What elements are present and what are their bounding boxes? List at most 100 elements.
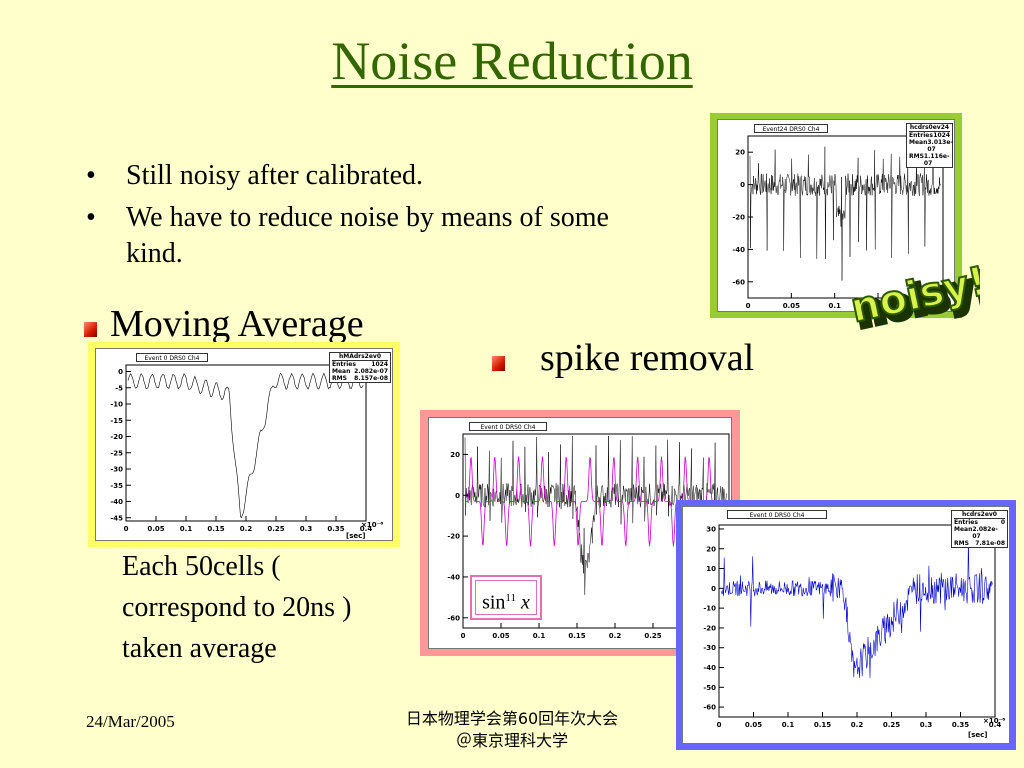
y-tick-label: -15 bbox=[110, 417, 123, 425]
formula-exp: 11 bbox=[505, 592, 517, 604]
x-tick-label: 0.25 bbox=[644, 632, 661, 640]
x-tick-label: 0.1 bbox=[828, 302, 841, 310]
moving-average-trace bbox=[127, 372, 364, 519]
x-tick-label: 0.05 bbox=[492, 632, 509, 640]
y-tick-label: 0 bbox=[118, 368, 123, 376]
y-tick-label: -20 bbox=[110, 433, 123, 441]
x-tick-label: 0 bbox=[717, 721, 722, 729]
x-tick-label: 0.1 bbox=[180, 525, 193, 533]
stats-key: Entries bbox=[954, 519, 978, 526]
y-tick-label: -40 bbox=[703, 664, 716, 672]
spike-removed-trace bbox=[720, 536, 993, 678]
plot-frame-spike-removed: 30 20 10 0 -10 -20 -30 -40 -50 -60 0 0.05 0.1 0.15 0.2… bbox=[676, 500, 1016, 750]
y-tick-label: -40 bbox=[732, 246, 745, 254]
stats-key: RMS bbox=[954, 540, 969, 547]
x-tick-label: 0.4 bbox=[360, 525, 373, 533]
plot-noisy: 20 0 -20 -40 -60 0 0.05 0.1 0.15 0.2 Event24 DRS0… bbox=[717, 119, 955, 312]
y-tick-label: -60 bbox=[732, 278, 745, 286]
plot-spike-removed: 30 20 10 0 -10 -20 -30 -40 -50 -60 0 0.05 0.1 0.15 0.2… bbox=[682, 506, 1010, 744]
x-tick-label: 0.15 bbox=[814, 721, 831, 729]
x-tick-label: 0.15 bbox=[568, 632, 585, 640]
y-tick-label: 0 bbox=[740, 181, 745, 189]
y-tick-label: 20 bbox=[450, 451, 460, 459]
x-tick-label: 0.2 bbox=[915, 302, 928, 310]
stats-box: hcdrs2ev0 Entries 0 Mean 2.082e-07 RMS 7.81… bbox=[951, 510, 1008, 548]
stats-val: 2.082e-07 bbox=[354, 368, 388, 375]
stats-key: Mean bbox=[909, 139, 928, 146]
plot-axes-box bbox=[718, 524, 996, 718]
plot-title: Event 0 DRS0 Ch4 bbox=[136, 353, 208, 362]
formula-box: sin11 x bbox=[470, 575, 542, 620]
footer-event-line2: ＠東京理科大学 bbox=[455, 731, 568, 750]
stats-val: 2.082e-07 bbox=[972, 526, 998, 540]
stats-val: 1024 bbox=[933, 132, 950, 139]
noisy-sticker: noisy! noisy! bbox=[846, 257, 980, 330]
x-tick-label: 0.35 bbox=[327, 525, 344, 533]
stats-key: RMS bbox=[909, 153, 924, 160]
footer-event: 日本物理学会第60回年次大会 ＠東京理科大学 bbox=[372, 708, 652, 752]
bullet-list: Still noisy after calibrated. We have to… bbox=[86, 158, 656, 278]
stats-val: 8.157e-08 bbox=[354, 375, 388, 382]
formula-var: x bbox=[521, 591, 530, 614]
x-tick-label: 0.3 bbox=[300, 525, 313, 533]
x-tick-label: 0.1 bbox=[533, 632, 546, 640]
slide-title: Noise Reduction bbox=[331, 31, 693, 91]
sin-fit-trace bbox=[465, 456, 727, 547]
y-tick-label: -5 bbox=[115, 384, 123, 392]
y-tick-label: -10 bbox=[703, 605, 716, 613]
x-scale-label: ×10⁻⁶ bbox=[983, 717, 1006, 725]
x-tick-label: 0.3 bbox=[920, 721, 933, 729]
x-scale-label: ×10⁻⁶ bbox=[361, 521, 384, 529]
bullet-item: Still noisy after calibrated. bbox=[86, 158, 656, 194]
plot-title: Event 0 DRS0 Ch4 bbox=[727, 510, 827, 519]
x-tick-label: 0 bbox=[746, 302, 751, 310]
y-tick-label: -60 bbox=[447, 614, 460, 622]
noisy-text: noisy! bbox=[847, 258, 980, 330]
plot-moving-average-svg: 0-5-10-15-20-25-30-35-40-450 0.05 0.1 0.15 0… bbox=[110, 364, 373, 533]
stats-name: hMAdrs2ev0 bbox=[332, 353, 388, 361]
y-tick-label: 10 bbox=[706, 565, 716, 573]
y-tick-label: -25 bbox=[110, 449, 123, 457]
x-tick-label: 0.2 bbox=[240, 525, 253, 533]
x-tick-label: 0.4 bbox=[989, 721, 1002, 729]
bullet-square-icon bbox=[492, 356, 505, 371]
stats-key: RMS bbox=[332, 375, 347, 382]
bullet-item: We have to reduce noise by means of some… bbox=[86, 200, 656, 272]
x-tick-label: 0.05 bbox=[147, 525, 164, 533]
y-tick-label: -40 bbox=[110, 498, 123, 506]
noisy-trace bbox=[749, 146, 941, 281]
stats-name: hcdrs2ev0 bbox=[954, 511, 1005, 519]
x-unit-label: [sec] bbox=[968, 731, 988, 739]
stats-key: Entries bbox=[909, 132, 933, 139]
spike-removal-heading: spike removal bbox=[540, 337, 755, 379]
x-tick-label: 0.05 bbox=[745, 721, 762, 729]
x-tick-label: 0.25 bbox=[267, 525, 284, 533]
plot-moving-average: 0 -5 -10 -15 -20 -25 -30 -35 -40 -45 0 0.05 0.1 0.15 0… bbox=[95, 348, 393, 541]
plot-noisy-svg: 20 0 -20 -40 -60 0 0.05 0.1 0.15 0.2 bbox=[732, 135, 944, 310]
y-tick-label: -40 bbox=[447, 573, 460, 581]
plot-title: Event 0 DRS0 Ch4 bbox=[469, 422, 547, 431]
bullet-square-icon bbox=[84, 322, 97, 337]
stats-box: hcdrs0ev24 Entries 1024 Mean 3.013e-07 RMS… bbox=[906, 123, 953, 168]
stats-val: 7.81e-08 bbox=[975, 540, 1005, 547]
stats-key: Entries bbox=[332, 361, 356, 368]
y-tick-label: 0 bbox=[455, 492, 460, 500]
x-tick-label: 0.15 bbox=[869, 302, 886, 310]
stats-box: hMAdrs2ev0 Entries 1024 Mean 2.082e-07 RMS… bbox=[329, 352, 391, 383]
y-tick-label: -45 bbox=[110, 514, 123, 522]
x-unit-label: [sec] bbox=[346, 532, 366, 540]
stats-key: Mean bbox=[954, 526, 973, 533]
formula-func: sin bbox=[482, 591, 506, 614]
y-tick-label: 20 bbox=[706, 545, 716, 553]
stats-key: Mean bbox=[332, 368, 351, 375]
plot-frame-moving-average: 0 -5 -10 -15 -20 -25 -30 -35 -40 -45 0 0.05 0.1 0.15 0… bbox=[88, 342, 400, 547]
y-tick-label: 0 bbox=[711, 585, 716, 593]
y-tick-label: -50 bbox=[703, 684, 716, 692]
plot-spike-removed-svg: 30 20 10 0 -10 -20 -30 -40 -50 -60 0 0.05 0.1 0.15 0.2… bbox=[703, 524, 1002, 729]
stats-val: 1.116e-07 bbox=[923, 153, 950, 167]
y-tick-label: -20 bbox=[732, 214, 745, 222]
plot-frame-noisy: 20 0 -20 -40 -60 0 0.05 0.1 0.15 0.2 Event24 DRS0… bbox=[710, 113, 962, 318]
y-tick-label: -10 bbox=[110, 401, 123, 409]
y-tick-label: 30 bbox=[706, 525, 716, 533]
y-tick-label: -60 bbox=[703, 704, 716, 712]
